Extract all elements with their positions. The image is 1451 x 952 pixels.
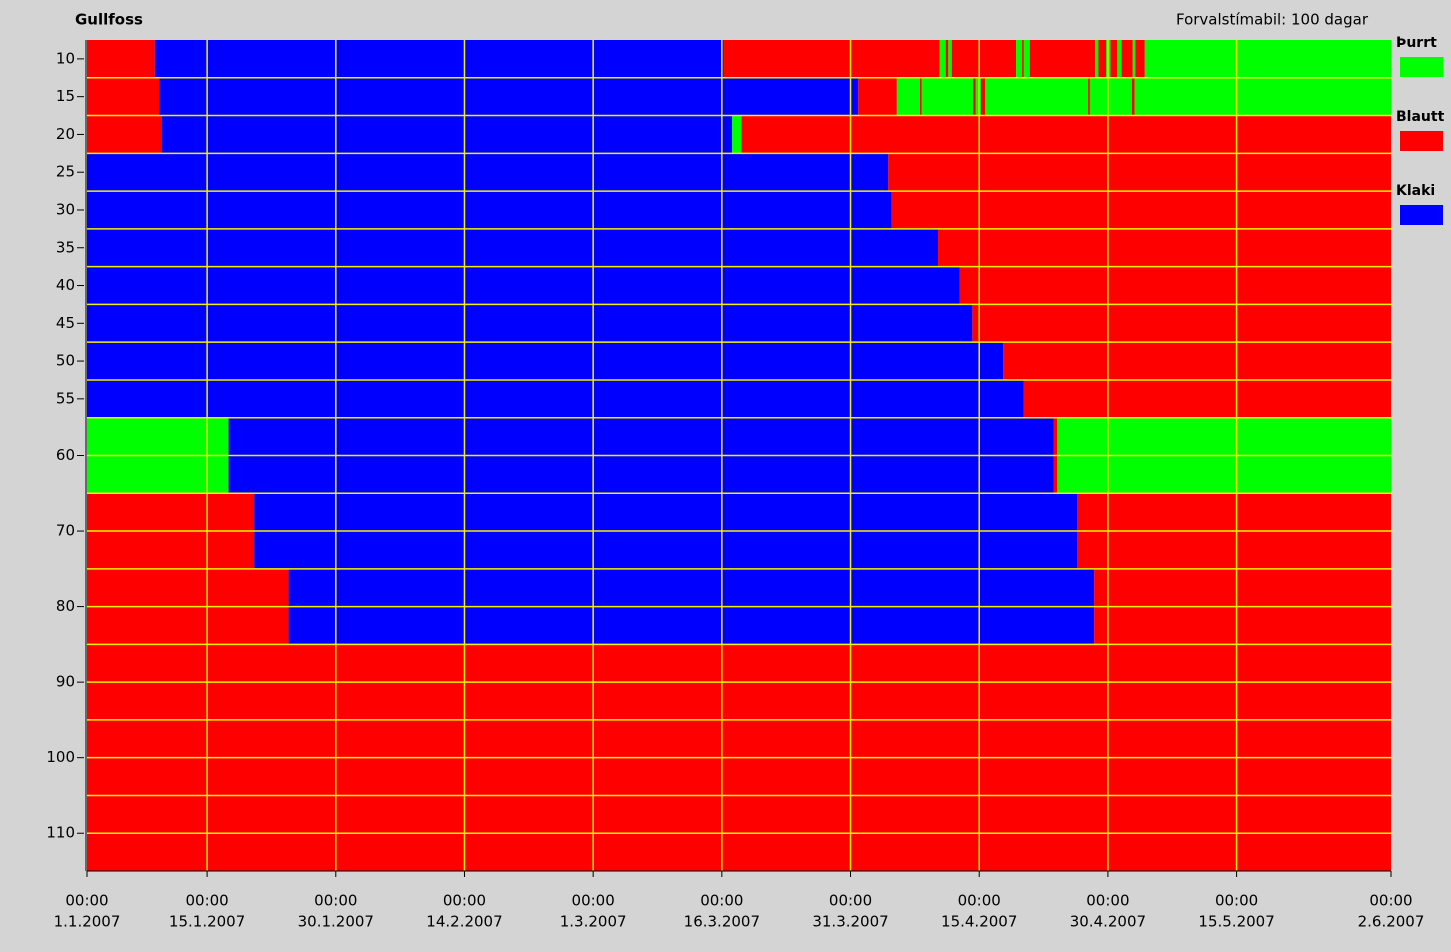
legend-label: Þurrt xyxy=(1396,35,1437,51)
x-tick-label: 31.3.2007 xyxy=(812,913,888,931)
state-block xyxy=(896,77,921,116)
chart-subtitle: Forvalstímabil: 100 dagar xyxy=(1176,11,1369,29)
state-block xyxy=(87,153,889,192)
state-block xyxy=(87,40,155,78)
state-block xyxy=(951,40,1017,78)
state-block xyxy=(87,266,960,305)
y-tick-label: 45 xyxy=(56,314,75,332)
x-tick-label: 00:00 xyxy=(65,892,108,910)
state-block xyxy=(1135,40,1145,78)
y-tick-label: 80 xyxy=(56,597,75,615)
y-tick-label: 90 xyxy=(56,673,75,691)
state-block xyxy=(985,77,1089,116)
state-block xyxy=(858,77,897,116)
state-block xyxy=(741,115,1391,154)
state-block xyxy=(1088,77,1090,116)
x-tick-label: 14.2.2007 xyxy=(426,913,502,931)
x-tick-label: 15.5.2007 xyxy=(1198,913,1274,931)
state-block xyxy=(1023,379,1391,418)
state-block xyxy=(159,77,859,116)
y-tick-label: 110 xyxy=(46,824,75,842)
state-block xyxy=(723,40,940,78)
y-tick-label: 55 xyxy=(56,389,75,407)
legend-swatch xyxy=(1400,57,1443,77)
state-block xyxy=(891,191,1391,229)
state-block xyxy=(1095,40,1099,78)
state-block xyxy=(87,115,162,154)
x-tick-label: 30.4.2007 xyxy=(1070,913,1146,931)
state-block xyxy=(1117,40,1122,78)
state-block xyxy=(939,40,946,78)
x-tick-label: 00:00 xyxy=(1369,892,1412,910)
state-block xyxy=(154,40,724,78)
legend-swatch xyxy=(1400,205,1443,225)
state-block xyxy=(980,77,986,116)
y-tick-label: 40 xyxy=(56,276,75,294)
state-block xyxy=(732,115,742,154)
state-block xyxy=(1131,77,1135,116)
state-block xyxy=(1098,40,1107,78)
x-tick-label: 00:00 xyxy=(572,892,615,910)
state-block xyxy=(975,77,981,116)
legend-label: Blautt xyxy=(1396,109,1445,125)
y-tick-label: 60 xyxy=(56,446,75,464)
state-block xyxy=(1134,77,1391,116)
state-block xyxy=(1029,40,1096,78)
x-tick-label: 15.4.2007 xyxy=(941,913,1017,931)
legend-label: Klaki xyxy=(1396,183,1435,199)
state-block xyxy=(1089,77,1132,116)
x-tick-label: 00:00 xyxy=(1086,892,1129,910)
chart-title: Gullfoss xyxy=(75,11,143,29)
state-block xyxy=(1023,40,1030,78)
state-block xyxy=(972,304,1391,343)
state-block xyxy=(161,115,733,154)
x-tick-label: 1.1.2007 xyxy=(54,913,121,931)
x-tick-label: 15.1.2007 xyxy=(169,913,245,931)
state-block xyxy=(948,40,952,78)
legend-swatch xyxy=(1400,131,1443,151)
state-block xyxy=(945,40,949,78)
y-tick-label: 35 xyxy=(56,238,75,256)
state-block xyxy=(1016,40,1023,78)
state-block xyxy=(1121,40,1133,78)
state-block xyxy=(1022,40,1024,78)
y-tick-label: 30 xyxy=(56,200,75,218)
state-block xyxy=(87,342,1004,380)
state-block xyxy=(87,379,1024,418)
state-block xyxy=(87,191,892,229)
y-tick-label: 50 xyxy=(56,352,75,370)
state-block xyxy=(1132,40,1136,78)
x-tick-label: 1.3.2007 xyxy=(560,913,627,931)
state-block xyxy=(1110,40,1118,78)
x-tick-label: 00:00 xyxy=(314,892,357,910)
x-tick-label: 00:00 xyxy=(1215,892,1258,910)
state-block xyxy=(87,77,160,116)
y-tick-label: 25 xyxy=(56,163,75,181)
state-block xyxy=(973,77,976,116)
state-block xyxy=(938,228,1391,267)
state-block xyxy=(921,77,974,116)
state-block xyxy=(959,266,1391,305)
state-block xyxy=(87,228,939,267)
x-tick-label: 30.1.2007 xyxy=(298,913,374,931)
x-tick-label: 00:00 xyxy=(958,892,1001,910)
y-tick-label: 100 xyxy=(46,748,75,766)
y-tick-label: 70 xyxy=(56,522,75,540)
y-tick-label: 15 xyxy=(56,87,75,105)
state-block xyxy=(888,153,1391,192)
state-block xyxy=(87,304,973,343)
state-block xyxy=(1003,342,1391,380)
x-tick-label: 00:00 xyxy=(700,892,743,910)
x-tick-label: 2.6.2007 xyxy=(1358,913,1425,931)
state-block xyxy=(1144,40,1391,78)
x-tick-label: 16.3.2007 xyxy=(684,913,760,931)
y-tick-label: 20 xyxy=(56,125,75,143)
x-tick-label: 00:00 xyxy=(829,892,872,910)
y-tick-label: 10 xyxy=(56,49,75,67)
x-tick-label: 00:00 xyxy=(443,892,486,910)
x-tick-label: 00:00 xyxy=(185,892,228,910)
state-block xyxy=(920,77,922,116)
